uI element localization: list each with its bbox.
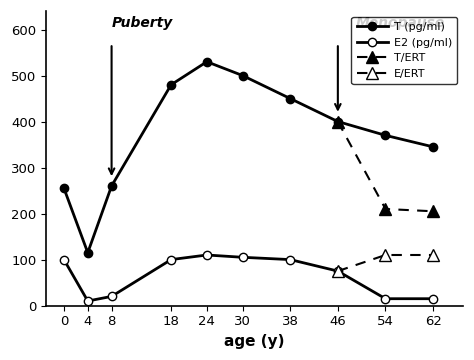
E/ERT: [383, 253, 388, 257]
E2 (pg/ml): [85, 299, 91, 303]
Line: E2 (pg/ml): E2 (pg/ml): [60, 251, 438, 305]
T (pg/ml): [204, 59, 210, 64]
X-axis label: age (y): age (y): [224, 334, 285, 349]
Legend: T (pg/ml), E2 (pg/ml), T/ERT, E/ERT: T (pg/ml), E2 (pg/ml), T/ERT, E/ERT: [351, 17, 457, 85]
Text: Puberty: Puberty: [111, 15, 173, 30]
T (pg/ml): [287, 96, 293, 101]
E2 (pg/ml): [383, 297, 388, 301]
T (pg/ml): [109, 184, 114, 188]
E2 (pg/ml): [240, 255, 246, 260]
Line: E/ERT: E/ERT: [332, 249, 438, 276]
T (pg/ml): [240, 73, 246, 78]
E2 (pg/ml): [109, 294, 114, 298]
T/ERT: [383, 207, 388, 211]
E2 (pg/ml): [335, 269, 341, 273]
E2 (pg/ml): [168, 257, 174, 262]
E2 (pg/ml): [430, 297, 436, 301]
T/ERT: [430, 209, 436, 213]
T/ERT: [335, 120, 341, 124]
E/ERT: [335, 269, 341, 273]
T (pg/ml): [168, 82, 174, 87]
Text: Menopause: Menopause: [356, 15, 445, 30]
Line: T (pg/ml): T (pg/ml): [60, 58, 438, 257]
E/ERT: [430, 253, 436, 257]
T (pg/ml): [85, 251, 91, 255]
T (pg/ml): [61, 186, 67, 190]
Line: T/ERT: T/ERT: [332, 116, 438, 217]
E2 (pg/ml): [287, 257, 293, 262]
T (pg/ml): [383, 133, 388, 138]
T (pg/ml): [335, 120, 341, 124]
E2 (pg/ml): [204, 253, 210, 257]
T (pg/ml): [430, 145, 436, 149]
E2 (pg/ml): [61, 257, 67, 262]
